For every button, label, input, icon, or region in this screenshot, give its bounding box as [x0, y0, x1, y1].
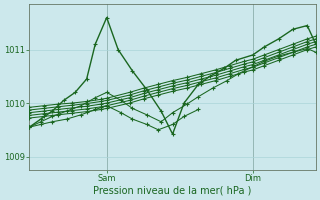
- X-axis label: Pression niveau de la mer( hPa ): Pression niveau de la mer( hPa ): [93, 186, 252, 196]
